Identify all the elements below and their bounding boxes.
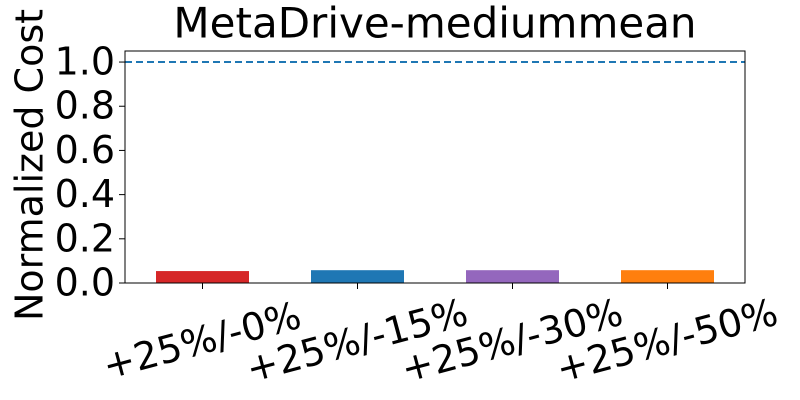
bar [621,270,714,283]
y-tick-label: 1.0 [55,40,115,84]
bar [466,270,559,283]
bar [311,270,404,283]
y-tick-label: 0.4 [55,172,115,216]
chart-title: MetaDrive-mediummean [173,0,696,48]
y-tick-label: 0.2 [55,216,115,260]
y-tick-label: 0.8 [55,84,115,128]
bar [156,271,249,283]
y-axis-label: Normalized Cost [8,9,52,321]
plot-frame [124,50,746,284]
y-tick-label: 0.6 [55,128,115,172]
y-tick-label: 0.0 [55,261,115,305]
